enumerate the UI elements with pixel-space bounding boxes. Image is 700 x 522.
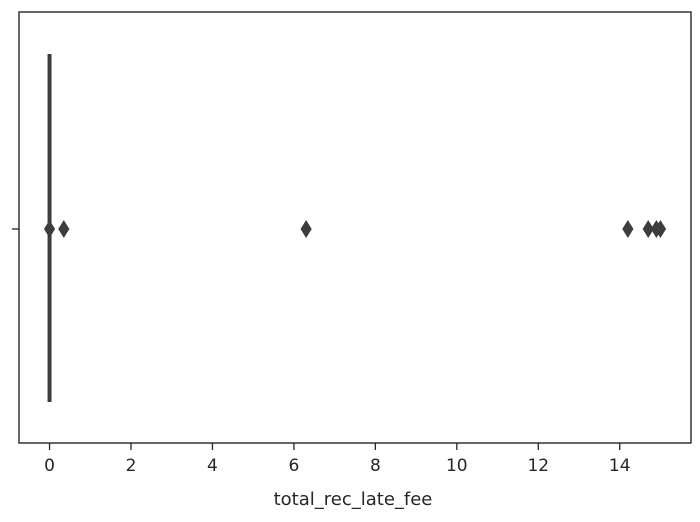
x-tick-label-5: 10 xyxy=(446,456,468,476)
x-axis-label: total_rec_late_fee xyxy=(274,489,433,510)
x-tick-label-4: 8 xyxy=(370,456,381,476)
x-tick-label-7: 14 xyxy=(609,456,631,476)
outlier-point-1 xyxy=(58,220,70,238)
plot-frame xyxy=(18,11,692,444)
x-axis: 0 2 4 6 8 10 12 14 xyxy=(44,443,631,476)
outlier-point-4 xyxy=(642,220,654,238)
x-tick-label-2: 4 xyxy=(207,456,218,476)
x-tick-label-6: 12 xyxy=(527,456,549,476)
x-tick-label-1: 2 xyxy=(126,456,137,476)
plot-area xyxy=(43,54,667,402)
x-tick-label-3: 6 xyxy=(288,456,299,476)
outlier-point-2 xyxy=(300,220,312,238)
outlier-point-6 xyxy=(654,220,667,238)
outlier-point-3 xyxy=(622,220,634,238)
outlier-point-0 xyxy=(43,220,56,238)
x-tick-label-0: 0 xyxy=(44,456,55,476)
